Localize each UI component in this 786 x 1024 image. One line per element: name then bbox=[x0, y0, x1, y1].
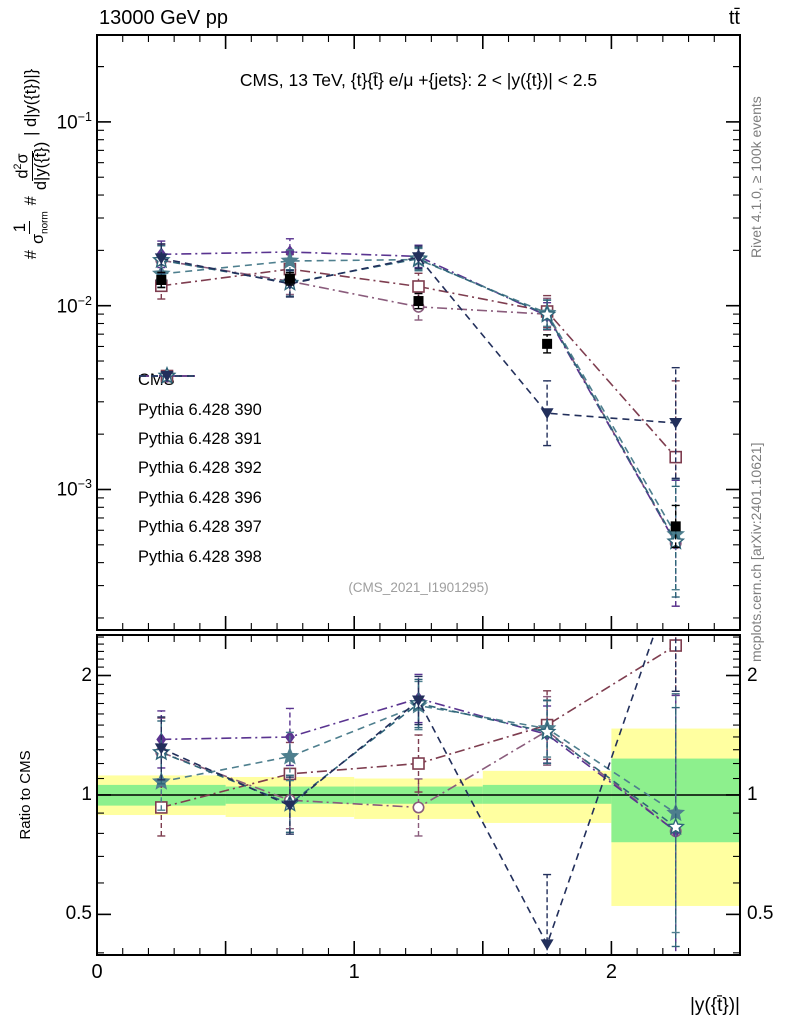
marker-triangle-down bbox=[412, 695, 425, 707]
marker-circle-open bbox=[412, 801, 425, 814]
ratio-y-axis-title: Ratio to CMS bbox=[17, 750, 34, 840]
marker-square-filled bbox=[670, 521, 681, 532]
ylabel-hash2: # bbox=[22, 196, 40, 206]
legend: CMS Pythia 6.428 390 Pythia 6.428 391 Pythi… bbox=[138, 366, 262, 572]
marker-square-filled bbox=[413, 296, 424, 307]
legend-label: Pythia 6.428 396 bbox=[138, 488, 262, 507]
ratio-y-axis-title-wrap: Ratio to CMS bbox=[17, 750, 151, 879]
legend-item-pythia-6.428-392: Pythia 6.428 392 bbox=[138, 369, 262, 483]
mcplots-arxiv-note: mcplots.cern.ch [arXiv:2401.10621] bbox=[748, 442, 764, 662]
main-y-tick-label: 10−3 bbox=[56, 477, 92, 501]
main-y-axis-title: # 1 σnorm # d2σ d|y({t̄}) | d|y({t})|} bbox=[11, 28, 51, 300]
marker-square-filled bbox=[542, 338, 553, 349]
legend-item-pythia-6.428-397: Pythia 6.428 397 bbox=[138, 366, 262, 542]
x-axis-title: |y({t̄})| bbox=[690, 995, 740, 1016]
legend-label: Pythia 6.428 398 bbox=[138, 547, 262, 566]
legend-label: Pythia 6.428 390 bbox=[138, 400, 262, 419]
main-panel-frame bbox=[96, 34, 741, 631]
ylabel-suffix: | d|y({t})|} bbox=[22, 68, 40, 136]
analysis-watermark: (CMS_2021_I1901295) bbox=[348, 580, 489, 595]
ylabel-hash1: # bbox=[22, 250, 40, 260]
ratio-y-tick-label-left: 0.5 bbox=[65, 903, 92, 925]
x-tick-label: 2 bbox=[605, 961, 617, 983]
legend-item-pythia-6.428-396: Pythia 6.428 396 bbox=[138, 366, 262, 513]
main-y-tick-label: 10−2 bbox=[56, 293, 92, 318]
legend-item-pythia-6.428-391: Pythia 6.428 391 bbox=[138, 369, 262, 454]
legend-marker-triangle-down-filled bbox=[139, 371, 195, 382]
process-label: tt̄ bbox=[728, 7, 740, 29]
marker-square-open bbox=[412, 280, 425, 293]
x-tick-label: 1 bbox=[348, 961, 360, 983]
legend-label: Pythia 6.428 391 bbox=[138, 429, 262, 448]
marker-star-open bbox=[666, 817, 686, 835]
rivet-version-note: Rivet 4.1.0, ≥ 100k events bbox=[748, 96, 764, 258]
series-cms bbox=[156, 271, 681, 549]
ratio-series-pythia-6.428-398 bbox=[154, 635, 680, 955]
panel-title: CMS, 13 TeV, {t}{t̄} e/μ +{jets}: 2 < |y… bbox=[239, 70, 598, 90]
marker-star-filled bbox=[280, 251, 300, 269]
legend-item-pythia-6.428-390: Pythia 6.428 390 bbox=[138, 370, 262, 424]
ylabel-frac-xsec: d2σ d|y({t̄}) bbox=[11, 141, 50, 191]
x-tick-label: 0 bbox=[91, 961, 103, 983]
ratio-series-pythia-6.428-390 bbox=[155, 694, 682, 955]
ratio-series-layer bbox=[151, 635, 686, 955]
ratio-y-tick-label-right: 2 bbox=[747, 664, 758, 686]
legend-label: Pythia 6.428 392 bbox=[138, 459, 262, 478]
main-series-layer bbox=[151, 238, 686, 607]
series-line bbox=[161, 251, 677, 544]
marker-triangle-down bbox=[669, 418, 683, 430]
series-line bbox=[161, 256, 676, 424]
legend-label: Pythia 6.428 397 bbox=[138, 518, 262, 537]
beam-energy-label: 13000 GeV pp bbox=[99, 7, 228, 29]
marker-triangle-down bbox=[540, 408, 554, 420]
marker-square-open bbox=[412, 757, 425, 770]
marker-triangle-down bbox=[412, 252, 425, 264]
main-y-tick-label: 10−1 bbox=[56, 109, 92, 134]
rivet-note-wrap: Rivet 4.1.0, ≥ 100k events bbox=[748, 96, 786, 274]
marker-square-filled bbox=[284, 273, 295, 284]
marker-triangle-down bbox=[283, 800, 297, 812]
marker-star-open bbox=[537, 304, 557, 323]
ratio-y-tick-label-left: 1 bbox=[81, 783, 92, 805]
ylabel-frac-norm: 1 σnorm bbox=[11, 211, 51, 244]
marker-star-open bbox=[537, 722, 557, 741]
marker-triangle-down bbox=[154, 253, 168, 265]
marker-triangle-down bbox=[540, 939, 554, 951]
ratio-y-tick-label-right: 0.5 bbox=[747, 903, 774, 925]
ratio-y-tick-label-left: 2 bbox=[81, 664, 92, 686]
marker-triangle-down bbox=[160, 371, 174, 382]
marker-square-filled bbox=[156, 274, 167, 285]
marker-triangle-down bbox=[154, 743, 168, 755]
legend-item-pythia-6.428-398: Pythia 6.428 398 bbox=[138, 371, 262, 571]
marker-star-filled bbox=[280, 746, 300, 765]
ratio-y-tick-label-right: 1 bbox=[747, 783, 758, 805]
